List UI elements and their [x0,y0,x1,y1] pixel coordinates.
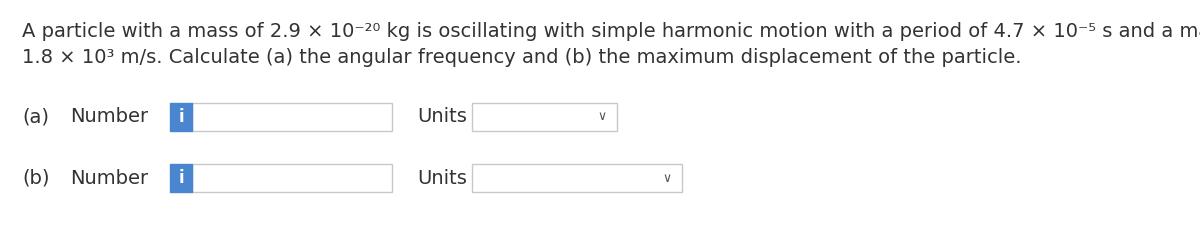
Text: Number: Number [70,169,148,188]
Text: (b): (b) [22,169,49,188]
FancyBboxPatch shape [192,164,392,192]
FancyBboxPatch shape [170,103,192,131]
Text: Units: Units [418,169,467,188]
FancyBboxPatch shape [192,103,392,131]
Text: ∨: ∨ [662,172,672,185]
Text: i: i [178,169,184,187]
Text: (a): (a) [22,107,49,126]
Text: 1.8 × 10³ m/s. Calculate (a) the angular frequency and (b) the maximum displacem: 1.8 × 10³ m/s. Calculate (a) the angular… [22,48,1021,67]
Text: A particle with a mass of 2.9 × 10⁻²⁰ kg is oscillating with simple harmonic mot: A particle with a mass of 2.9 × 10⁻²⁰ kg… [22,22,1200,41]
Text: i: i [178,108,184,126]
Text: Number: Number [70,107,148,126]
FancyBboxPatch shape [170,164,192,192]
Text: Units: Units [418,107,467,126]
FancyBboxPatch shape [472,164,682,192]
Text: ∨: ∨ [598,111,606,123]
FancyBboxPatch shape [472,103,617,131]
